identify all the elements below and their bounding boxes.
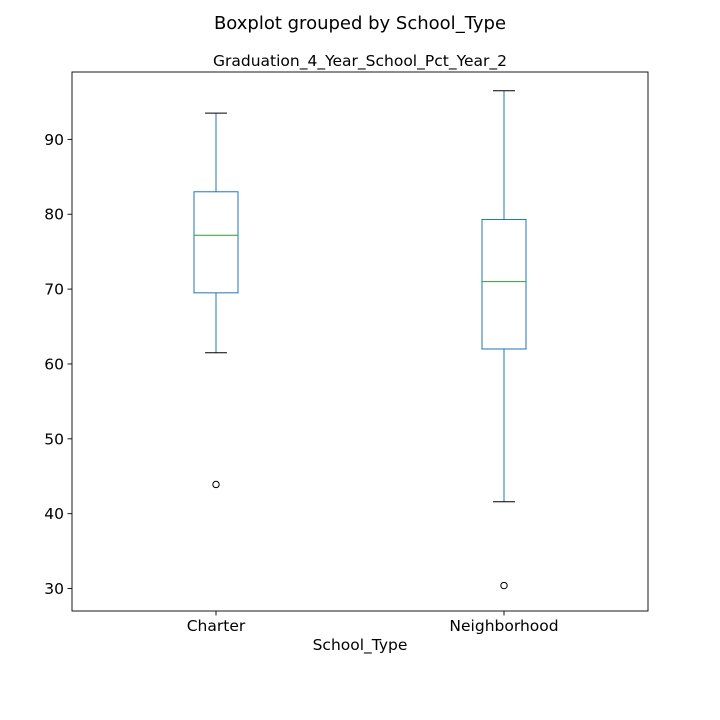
y-tick-label: 80 xyxy=(44,206,64,224)
box-iqr xyxy=(481,218,527,350)
plot-layer: 30 40 50 60 70 80 90 Charter Neighborhood xyxy=(44,71,649,635)
chart-title: Graduation_4_Year_School_Pct_Year_2 xyxy=(213,52,507,71)
x-axis-label: School_Type xyxy=(313,636,408,655)
outlier-point xyxy=(212,480,220,489)
y-tick-label: 30 xyxy=(44,580,64,598)
y-tick-label: 50 xyxy=(44,430,64,448)
y-tick-label: 40 xyxy=(44,505,64,523)
x-tick-label: Neighborhood xyxy=(449,617,558,635)
outlier-point xyxy=(500,581,508,590)
chart-suptitle: Boxplot grouped by School_Type xyxy=(214,13,506,34)
y-tick-label: 70 xyxy=(44,281,64,299)
box-iqr xyxy=(193,191,239,294)
plot-frame xyxy=(71,71,649,612)
y-tick-label: 60 xyxy=(44,355,64,373)
y-tick-label: 90 xyxy=(44,131,64,149)
x-tick-label: Charter xyxy=(187,617,246,635)
